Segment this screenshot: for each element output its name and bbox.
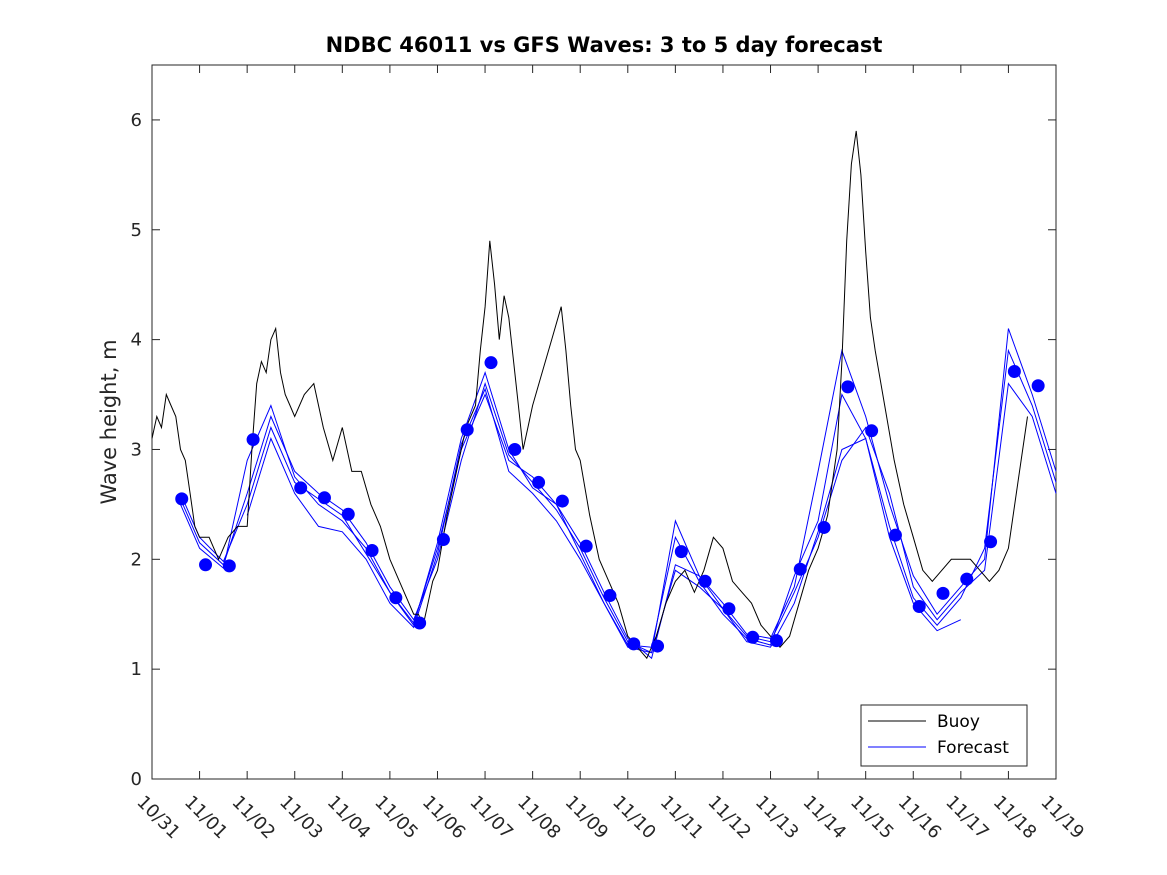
- legend-box: [860, 704, 1028, 767]
- forecast-marker: [508, 442, 522, 456]
- forecast-line: [180, 328, 1057, 660]
- forecast-markers: [175, 356, 1045, 653]
- forecast-marker: [841, 380, 855, 394]
- forecast-marker: [460, 423, 474, 437]
- legend-forecast-label: Forecast: [937, 738, 1009, 758]
- forecast-marker: [888, 528, 902, 542]
- y-axis-label: Wave height, m: [97, 339, 121, 504]
- forecast-marker: [746, 630, 760, 644]
- forecast-marker: [294, 481, 308, 495]
- forecast-marker: [1031, 379, 1045, 393]
- forecast-marker: [627, 637, 641, 651]
- y-tick-label: 0: [131, 769, 142, 790]
- forecast-marker: [674, 545, 688, 559]
- plot-area: [151, 64, 1057, 780]
- forecast-marker: [317, 491, 331, 505]
- forecast-marker: [484, 356, 498, 370]
- forecast-marker: [199, 558, 213, 572]
- forecast-marker: [555, 494, 569, 508]
- forecast-marker: [413, 616, 427, 630]
- forecast-marker: [175, 492, 189, 506]
- forecast-marker: [1007, 364, 1021, 378]
- forecast-marker: [579, 539, 593, 553]
- forecast-line: [246, 387, 962, 654]
- forecast-marker: [651, 639, 665, 653]
- y-tick-label: 1: [131, 659, 142, 680]
- forecast-marker: [603, 589, 617, 603]
- forecast-marker: [389, 591, 403, 605]
- forecast-marker: [222, 559, 236, 573]
- forecast-marker: [936, 586, 950, 600]
- legend: Buoy Forecast: [860, 704, 1028, 767]
- forecast-marker: [817, 520, 831, 534]
- forecast-marker: [532, 475, 546, 489]
- y-tick-label: 3: [131, 439, 142, 460]
- forecast-marker: [698, 574, 712, 588]
- y-tick-label: 4: [131, 330, 142, 351]
- forecast-marker: [246, 433, 260, 447]
- forecast-marker: [365, 544, 379, 558]
- forecast-marker: [960, 572, 974, 586]
- buoy-line-group: [151, 130, 1028, 660]
- forecast-marker: [984, 535, 998, 549]
- forecast-marker: [341, 507, 355, 521]
- legend-buoy-label: Buoy: [937, 712, 980, 732]
- y-tick-label: 5: [131, 220, 142, 241]
- forecast-marker: [912, 600, 926, 614]
- forecast-marker: [865, 424, 879, 438]
- y-tick-label: 2: [131, 549, 142, 570]
- forecast-marker: [769, 634, 783, 648]
- forecast-marker: [793, 562, 807, 576]
- forecast-marker: [722, 602, 736, 616]
- buoy-line: [151, 130, 1028, 660]
- chart-title: NDBC 46011 vs GFS Waves: 3 to 5 day fore…: [326, 33, 883, 57]
- y-tick-label: 6: [131, 110, 142, 131]
- forecast-marker: [436, 533, 450, 547]
